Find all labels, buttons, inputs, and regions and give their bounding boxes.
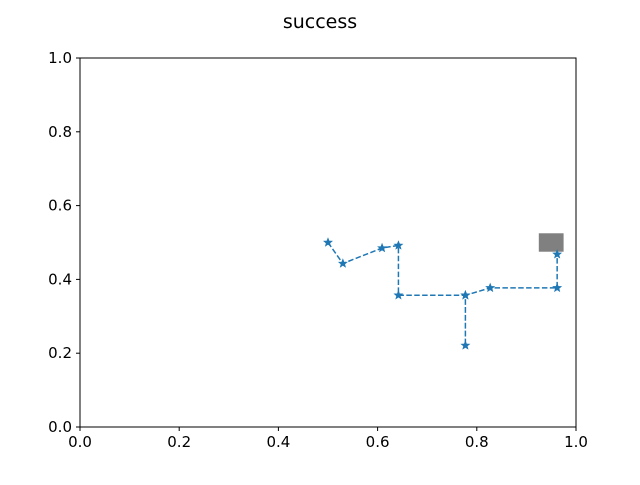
axes-frame — [79, 57, 577, 428]
data-point-marker — [485, 282, 496, 293]
x-tick-label: 1.0 — [564, 433, 588, 451]
chart-title: success — [283, 11, 357, 33]
data-point-marker — [460, 290, 471, 300]
x-tick-label: 0.6 — [366, 433, 390, 451]
data-point-marker — [552, 249, 563, 259]
y-tick-label: 0.0 — [48, 418, 72, 436]
series-line — [327, 242, 558, 346]
y-tick-label: 0.2 — [48, 344, 72, 362]
data-point-marker — [377, 242, 388, 253]
x-tick-label: 0.0 — [68, 433, 92, 451]
data-point-marker — [393, 290, 404, 300]
y-tick-label: 0.6 — [48, 197, 72, 215]
data-point-marker — [393, 240, 404, 250]
data-point-marker — [460, 340, 471, 350]
data-point-marker — [337, 258, 348, 268]
y-tick-label: 0.8 — [48, 123, 72, 141]
y-tick-label: 0.4 — [48, 270, 72, 288]
ticks-layer: 0.0 0.2 0.4 0.6 0.8 1.0 0.0 0.2 0.4 0.6 0.8 1.0 — [48, 49, 588, 451]
data-point-marker — [323, 237, 333, 247]
x-tick-label: 0.4 — [266, 433, 290, 451]
data-point-marker — [552, 282, 563, 293]
y-tick-label: 1.0 — [48, 49, 72, 67]
x-tick-label: 0.2 — [167, 433, 191, 451]
x-tick-label: 0.8 — [465, 433, 489, 451]
plot-layer — [323, 233, 564, 350]
goal-square — [538, 233, 564, 252]
